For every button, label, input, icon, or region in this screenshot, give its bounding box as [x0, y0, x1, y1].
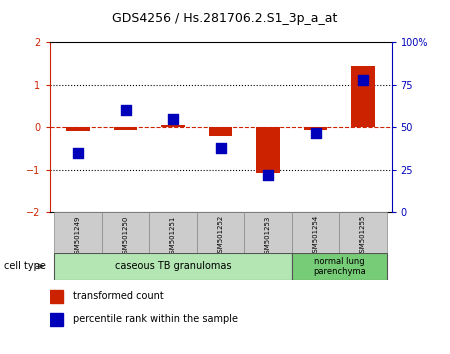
Point	[360, 77, 367, 83]
Text: cell type: cell type	[4, 261, 46, 272]
Point	[74, 150, 81, 156]
Bar	[50, 290, 63, 303]
Bar	[304, 127, 328, 130]
Text: GSM501255: GSM501255	[360, 215, 366, 257]
Text: GDS4256 / Hs.281706.2.S1_3p_a_at: GDS4256 / Hs.281706.2.S1_3p_a_at	[112, 12, 338, 25]
Bar	[50, 313, 63, 326]
Text: GSM501250: GSM501250	[122, 215, 129, 258]
Point	[265, 172, 272, 178]
Bar	[197, 212, 244, 253]
Bar	[209, 127, 232, 136]
Text: transformed count: transformed count	[73, 291, 164, 302]
Text: percentile rank within the sample: percentile rank within the sample	[73, 314, 238, 325]
Text: caseous TB granulomas: caseous TB granulomas	[115, 261, 231, 272]
Point	[169, 116, 176, 122]
Bar	[66, 127, 90, 131]
Bar	[54, 253, 292, 280]
Text: GSM501251: GSM501251	[170, 215, 176, 258]
Bar	[339, 212, 387, 253]
Point	[312, 130, 319, 135]
Bar	[351, 66, 375, 127]
Point	[217, 145, 224, 151]
Text: GSM501252: GSM501252	[217, 215, 224, 257]
Point	[122, 108, 129, 113]
Bar	[161, 125, 185, 127]
Bar	[113, 127, 137, 130]
Bar	[292, 212, 339, 253]
Bar	[292, 253, 387, 280]
Bar	[244, 212, 292, 253]
Bar	[102, 212, 149, 253]
Bar	[54, 212, 102, 253]
Text: GSM501254: GSM501254	[312, 215, 319, 257]
Bar	[149, 212, 197, 253]
Text: GSM501249: GSM501249	[75, 215, 81, 258]
Text: GSM501253: GSM501253	[265, 215, 271, 258]
Text: normal lung
parenchyma: normal lung parenchyma	[313, 257, 365, 276]
Bar	[256, 127, 280, 173]
